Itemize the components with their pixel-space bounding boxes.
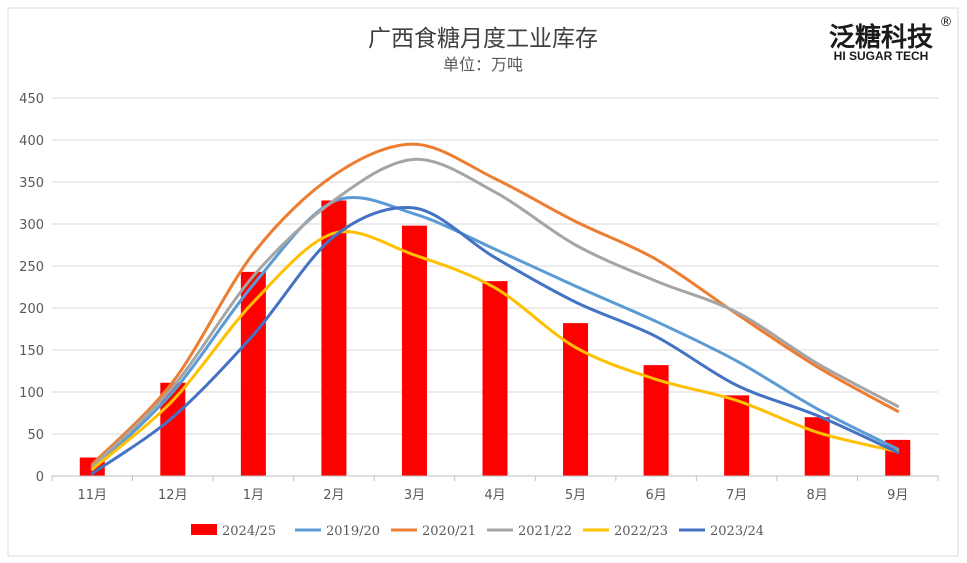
legend-swatch [191, 524, 217, 535]
legend: 2024/25 2019/20 2020/21 2021/22 2022/23 2023/… [191, 524, 764, 539]
chart-title: 广西食糖月度工业库存 [368, 26, 598, 52]
brand-logo: 泛糖科技 ® HI SUGAR TECH [829, 15, 953, 63]
x-tick-label: 5月 [565, 488, 586, 503]
brand-registered-mark: ® [940, 15, 953, 30]
legend-item: 2022/23 [583, 524, 668, 539]
x-tick-label: 8月 [807, 488, 828, 503]
y-tick-label: 0 [36, 470, 44, 485]
legend-label: 2023/24 [710, 524, 764, 539]
series-line-2020-21 [90, 142, 900, 466]
x-tick-label: 3月 [404, 488, 425, 503]
x-tick-label: 2月 [323, 488, 344, 503]
x-tick-label: 1月 [243, 488, 264, 503]
y-tick-label: 300 [19, 218, 44, 233]
legend-label: 2021/22 [518, 524, 572, 539]
x-tick-label: 12月 [158, 488, 188, 503]
y-tick-label: 400 [19, 134, 44, 149]
legend-label: 2022/23 [614, 524, 668, 539]
legend-label: 2019/20 [326, 524, 380, 539]
brand-tagline: HI SUGAR TECH [834, 49, 929, 63]
series-line-2023-24 [90, 205, 900, 475]
y-tick-label: 350 [19, 176, 44, 191]
y-tick-label: 200 [19, 302, 44, 317]
legend-item: 2024/25 [191, 524, 276, 539]
series-line-2021-22 [90, 157, 900, 469]
y-tick-label: 50 [27, 428, 44, 443]
bar [321, 200, 347, 477]
y-tick-label: 150 [19, 344, 44, 359]
x-tick-label: 9月 [887, 488, 908, 503]
series-line-2019-20 [90, 196, 900, 471]
chart-subtitle: 单位：万吨 [443, 55, 523, 74]
y-tick-label: 250 [19, 260, 44, 275]
y-tick-label: 450 [19, 92, 44, 107]
legend-label: 2024/25 [222, 524, 276, 539]
bar [482, 281, 508, 476]
x-tick-label: 11月 [77, 488, 107, 503]
bar [240, 271, 266, 476]
y-tick-label: 100 [19, 386, 44, 401]
legend-item: 2019/20 [295, 524, 380, 539]
bar [643, 365, 669, 476]
brand-name: 泛糖科技 [829, 22, 933, 53]
line-series [90, 142, 900, 475]
x-tick-label: 6月 [645, 488, 666, 503]
bar [724, 395, 750, 476]
legend-item: 2021/22 [487, 524, 572, 539]
bar [401, 225, 427, 476]
legend-item: 2020/21 [391, 524, 476, 539]
series-line-2022-23 [90, 230, 900, 471]
x-axis: 11月 12月 1月 2月 3月 4月 5月 6月 7月 8月 9月 [51, 475, 939, 503]
legend-label: 2020/21 [422, 524, 476, 539]
legend-item: 2023/24 [679, 524, 764, 539]
y-axis: 0 50 100 150 200 250 300 350 400 450 [19, 92, 44, 485]
bar [804, 417, 830, 476]
x-tick-label: 7月 [726, 488, 747, 503]
x-tick-label: 4月 [484, 488, 505, 503]
